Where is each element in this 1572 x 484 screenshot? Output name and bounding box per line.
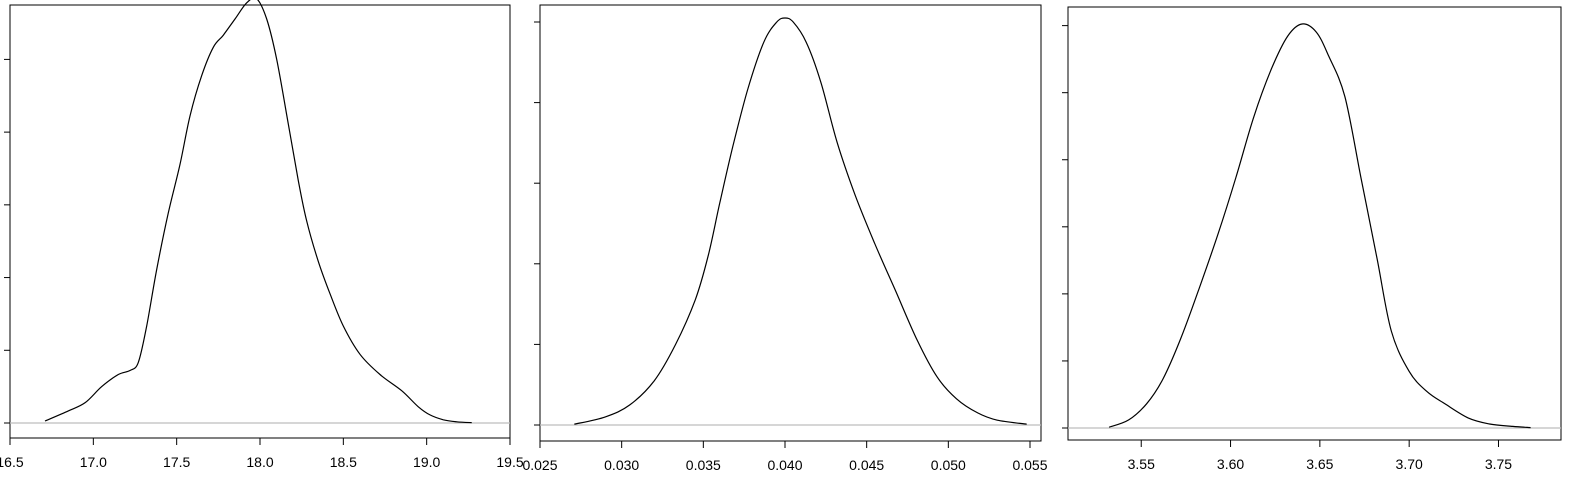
x-tick-label: 3.70 bbox=[1396, 456, 1423, 472]
plot-frame bbox=[539, 4, 1042, 442]
x-tick-label: 18.0 bbox=[246, 454, 273, 470]
chart-panel-2: 0.025 0.030 0.035 0.040 0.045 0.050 0.055 bbox=[522, 4, 1048, 473]
density-curve bbox=[574, 17, 1027, 425]
x-tick-label: 0.045 bbox=[849, 457, 884, 473]
x-tick-label: 3.60 bbox=[1217, 456, 1244, 472]
chart-panel-1: 16.5 17.0 17.5 18.0 18.5 19.0 19.5 bbox=[0, 0, 524, 470]
x-tick-label: 0.040 bbox=[767, 457, 802, 473]
x-tick-label: 18.5 bbox=[330, 454, 357, 470]
x-tick-label: 17.0 bbox=[80, 454, 107, 470]
x-tick-label: 3.55 bbox=[1128, 456, 1155, 472]
x-tick-label: 0.050 bbox=[931, 457, 966, 473]
x-tick-label: 16.5 bbox=[0, 454, 24, 470]
plot-frame bbox=[1067, 6, 1562, 441]
x-tick-label: 0.035 bbox=[686, 457, 721, 473]
x-tick-label: 19.0 bbox=[413, 454, 440, 470]
x-tick-label: 0.025 bbox=[522, 457, 557, 473]
x-tick-label: 0.055 bbox=[1012, 457, 1047, 473]
x-tick-label: 17.5 bbox=[163, 454, 190, 470]
x-tick-label: 19.5 bbox=[496, 454, 523, 470]
x-tick-label: 3.75 bbox=[1485, 456, 1512, 472]
density-curve bbox=[44, 0, 472, 424]
density-curve bbox=[1108, 23, 1531, 429]
x-tick-label: 3.65 bbox=[1306, 456, 1333, 472]
x-tick-label: 0.030 bbox=[604, 457, 639, 473]
